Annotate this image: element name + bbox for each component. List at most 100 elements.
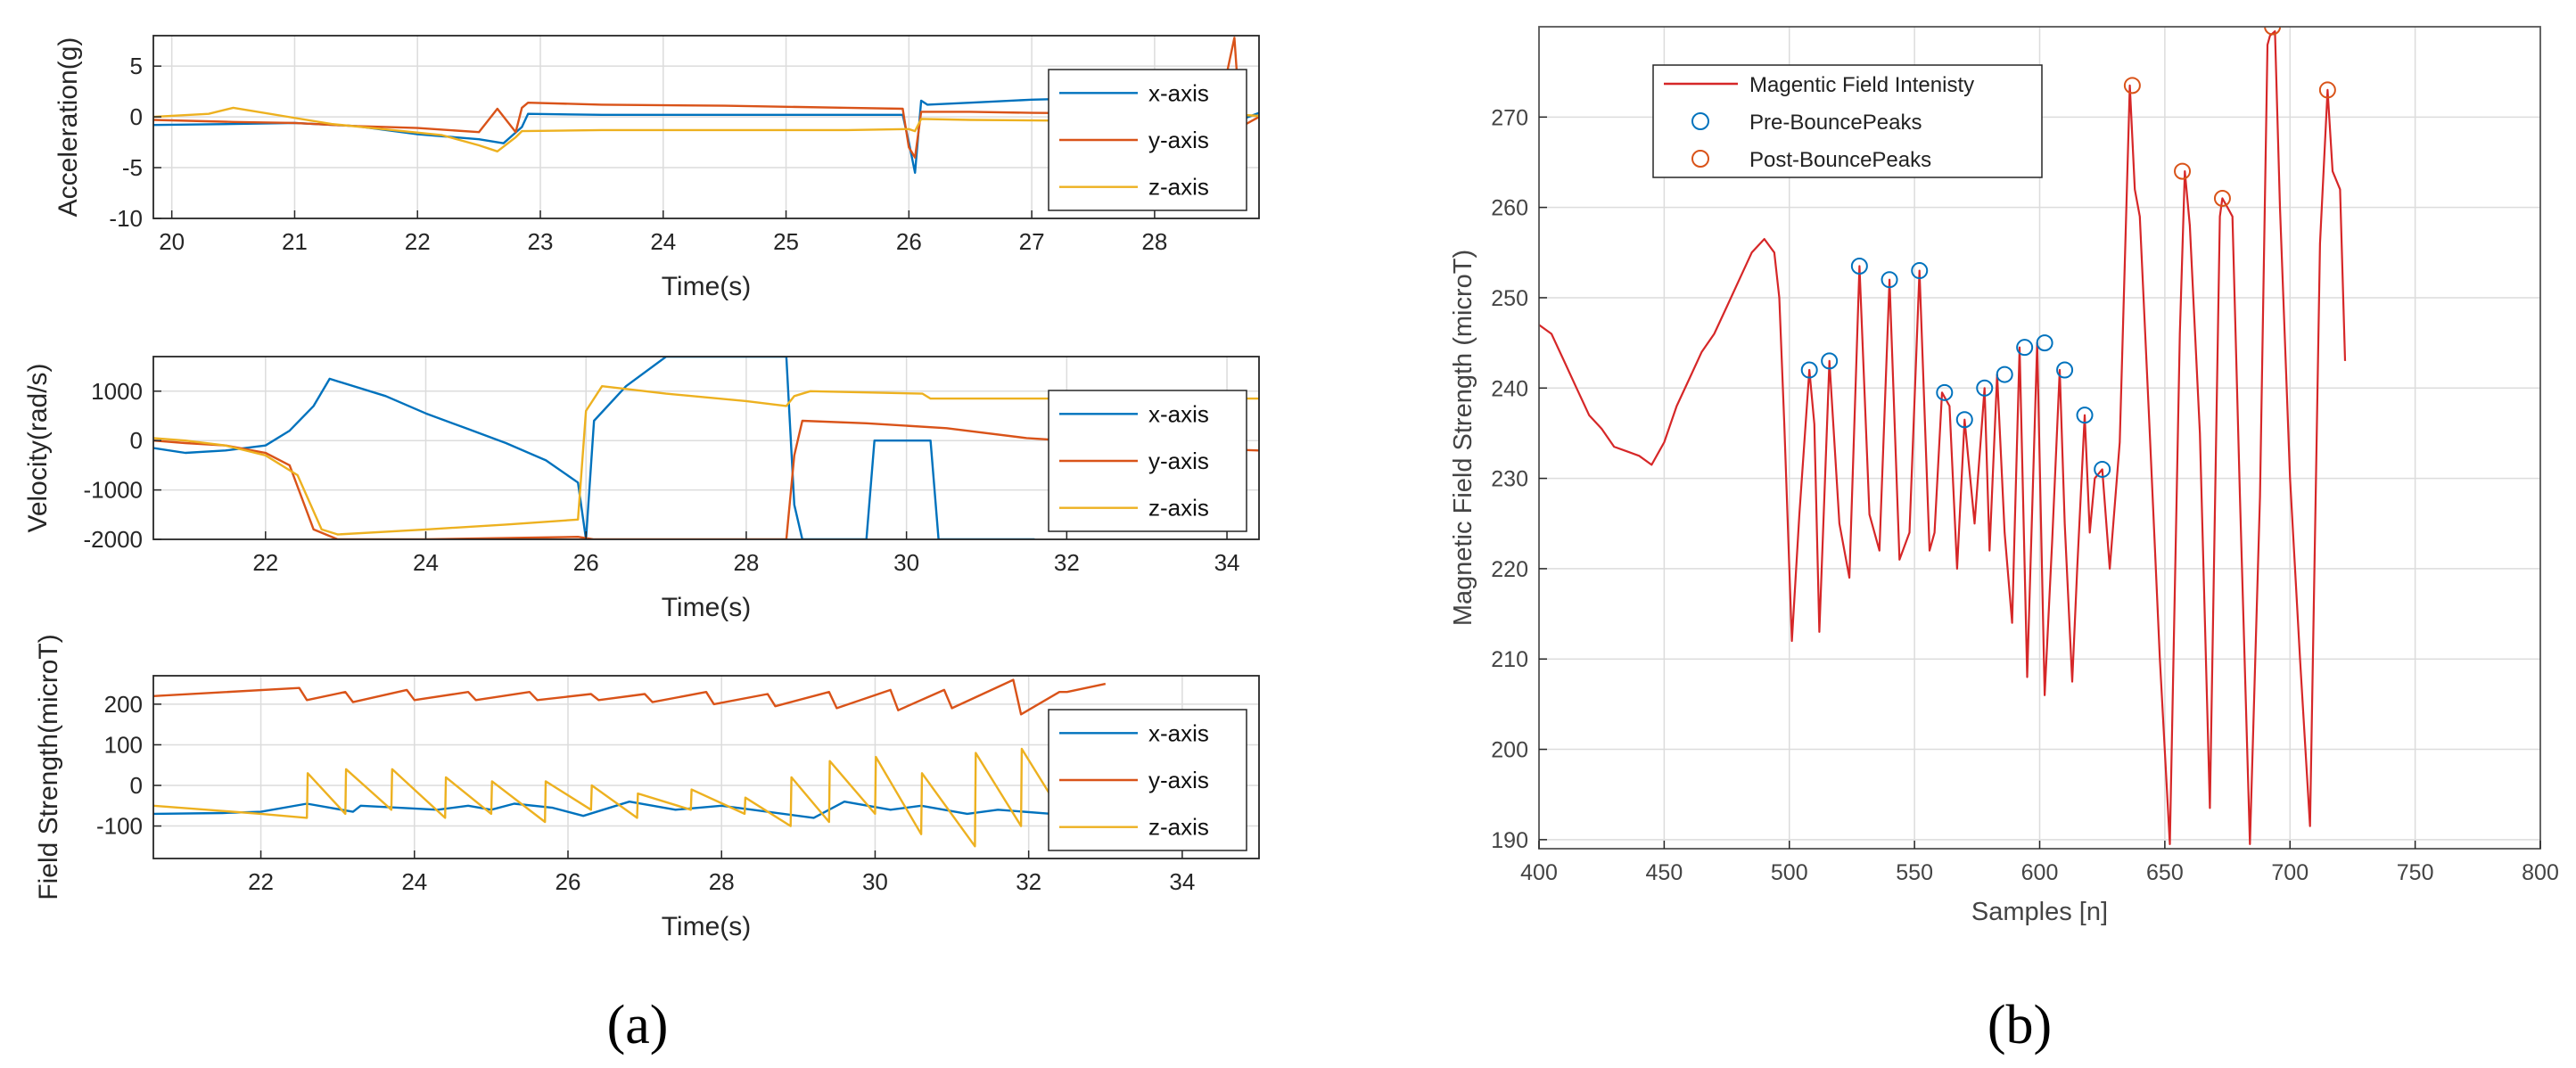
y-axis-label: Velocity(rad/s) — [23, 363, 53, 532]
peak-marker — [2094, 460, 2111, 478]
peak-marker — [1911, 262, 1929, 280]
x-tick-label: 550 — [1896, 860, 1933, 885]
y-tick-label: -1000 — [84, 477, 144, 504]
series-line-1-2 — [153, 385, 1259, 536]
y-tick-label: 220 — [1491, 557, 1528, 582]
series-group — [153, 678, 1107, 848]
axes-box — [152, 356, 1260, 540]
x-tick-label: 24 — [413, 549, 439, 576]
peak-marker — [2174, 162, 2192, 180]
y-tick-label: -100 — [96, 813, 143, 840]
x-tick-label: 34 — [1214, 549, 1240, 576]
y-tick-label: 200 — [104, 691, 143, 718]
peak-marker — [1976, 379, 1994, 397]
y-tick-label: 1000 — [91, 378, 143, 405]
series-group — [1539, 27, 2347, 846]
peak-marker — [2264, 27, 2282, 36]
axes-box — [152, 675, 1260, 859]
legend-swatch — [1691, 150, 1709, 168]
x-axis-label: Time(s) — [662, 593, 752, 622]
x-axis-label: Time(s) — [662, 272, 752, 301]
x-tick-label: 22 — [405, 228, 431, 255]
y-tick-label: 240 — [1491, 376, 1528, 401]
x-tick-label: 32 — [1016, 868, 1041, 895]
y-tick-label: 200 — [1491, 738, 1528, 763]
x-tick-label: 34 — [1169, 868, 1195, 895]
y-tick-label: 100 — [104, 731, 143, 758]
x-tick-label: 26 — [573, 549, 599, 576]
peak-marker — [1996, 366, 2013, 383]
legend-label: z-axis — [1148, 174, 1209, 201]
panel-label-a: (a) — [607, 995, 669, 1056]
legend-label: y-axis — [1148, 448, 1209, 474]
y-tick-label: 230 — [1491, 467, 1528, 492]
x-axis-label: Time(s) — [662, 912, 752, 941]
peak-marker — [2056, 361, 2074, 379]
x-tick-label: 24 — [650, 228, 676, 255]
x-tick-label: 30 — [893, 549, 919, 576]
x-tick-label: 22 — [252, 549, 278, 576]
chart-2: 22 24 26 28 30 32 34 -100 0 100 200 Time(s) Field St… — [34, 634, 1260, 941]
series-group — [153, 357, 1259, 539]
chart-0: 20 21 22 23 24 25 26 27 28 -10 -5 0 5 Time(s) Accelera… — [53, 35, 1260, 301]
x-tick-label: 27 — [1019, 228, 1045, 255]
peak-marker — [2076, 407, 2094, 424]
peak-marker — [2036, 334, 2053, 352]
x-axis-label: Samples [n] — [1971, 898, 2108, 926]
peak-marker — [1881, 271, 1898, 289]
y-axis-label: Magnetic Field Strength (microT) — [1449, 250, 1477, 626]
peak-marker — [1955, 411, 1973, 429]
x-tick-label: 26 — [896, 228, 922, 255]
x-tick-label: 700 — [2271, 860, 2309, 885]
y-tick-label: -10 — [109, 205, 143, 232]
x-tick-label: 450 — [1646, 860, 1683, 885]
y-axis-label: Acceleration(g) — [53, 37, 83, 218]
y-tick-label: 260 — [1491, 196, 1528, 221]
x-tick-label: 26 — [556, 868, 581, 895]
y-tick-label: 0 — [130, 427, 143, 454]
peak-marker — [1936, 383, 1954, 401]
legend-label: z-axis — [1148, 495, 1209, 522]
x-tick-label: 25 — [773, 228, 799, 255]
y-tick-label: 270 — [1491, 105, 1528, 130]
x-tick-label: 24 — [401, 868, 427, 895]
legend-label: y-axis — [1148, 767, 1209, 793]
x-tick-label: 400 — [1520, 860, 1558, 885]
legend-label: Post-BouncePeaks — [1749, 148, 1931, 172]
x-tick-label: 23 — [528, 228, 554, 255]
legend-label: x-axis — [1148, 719, 1209, 746]
peak-marker — [2318, 81, 2336, 99]
x-tick-label: 650 — [2146, 860, 2184, 885]
x-tick-label: 750 — [2397, 860, 2434, 885]
peak-marker — [1850, 257, 1868, 275]
x-tick-label: 600 — [2021, 860, 2059, 885]
series-line-1-1 — [153, 419, 1259, 539]
series-line-3-0 — [1539, 29, 2347, 846]
legend-label: y-axis — [1148, 127, 1209, 153]
y-tick-label: 190 — [1491, 828, 1528, 853]
x-tick-label: 30 — [862, 868, 888, 895]
chart-1: 22 24 26 28 30 32 34 -2000 -1000 0 1000 Time(s) Velo… — [23, 356, 1260, 622]
axes-box — [152, 35, 1260, 219]
y-axis-label: Field Strength(microT) — [34, 634, 63, 900]
series-line-2-2 — [153, 747, 1068, 848]
peak-marker — [2213, 190, 2231, 208]
series-line-1-0 — [153, 357, 1035, 539]
peak-marker — [2123, 77, 2141, 94]
y-tick-label: 250 — [1491, 286, 1528, 311]
y-tick-label: -5 — [122, 154, 143, 181]
x-tick-label: 20 — [159, 228, 185, 255]
legend-label: x-axis — [1148, 400, 1209, 427]
y-tick-label: -2000 — [84, 526, 144, 553]
x-tick-label: 21 — [282, 228, 308, 255]
legend-label: x-axis — [1148, 79, 1209, 106]
legend-swatch — [1691, 112, 1709, 130]
x-tick-label: 28 — [709, 868, 735, 895]
panel-label-b: (b) — [1988, 995, 2052, 1056]
y-tick-label: 210 — [1491, 647, 1528, 672]
y-tick-label: 0 — [130, 103, 143, 130]
series-line-2-1 — [153, 678, 1107, 716]
x-tick-label: 28 — [733, 549, 759, 576]
legend-label: Pre-BouncePeaks — [1749, 111, 1922, 135]
